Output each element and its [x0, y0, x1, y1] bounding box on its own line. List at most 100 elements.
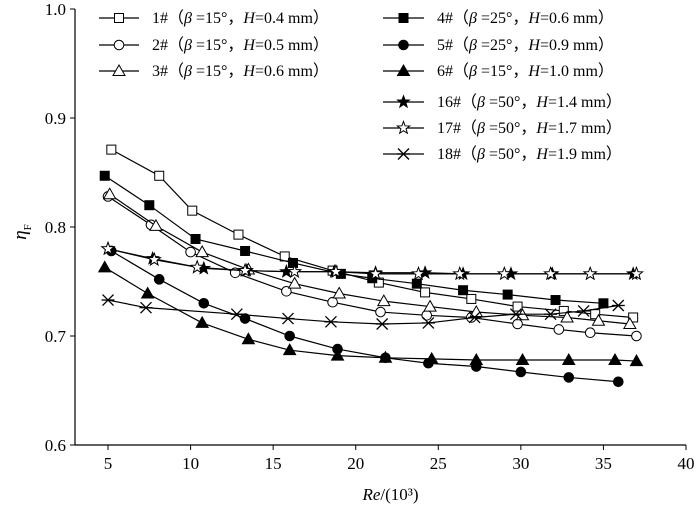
legend-beta-symbol: β [476, 94, 485, 111]
series-17-point [496, 265, 512, 281]
series-18-line [107, 299, 619, 325]
legend-h-value: =1.4 mm） [548, 93, 622, 111]
series-18-point [611, 299, 625, 312]
series-2-point [185, 246, 196, 258]
series-18-point [544, 308, 558, 321]
legend-id: 16#（ [437, 93, 477, 111]
series-6-point [629, 354, 644, 367]
series-17-point [189, 259, 205, 274]
series-1-point [558, 305, 569, 316]
series-17-point [628, 265, 645, 281]
series-4-point [144, 200, 155, 211]
legend-item-6-label: 6#（β =15°，H=1.0 mm） [437, 62, 614, 80]
legend-beta-value: =15°， [192, 37, 243, 54]
series-3-point [622, 317, 637, 330]
legend-beta-value: =50°， [485, 120, 536, 137]
series-1-point [420, 287, 431, 298]
series-2-point [281, 286, 292, 297]
legend-h-symbol: H [242, 37, 256, 54]
series-1-line [111, 149, 634, 319]
series-4-point [240, 245, 251, 256]
legend-item-16-marker [396, 94, 411, 109]
x-tick-label: 15 [265, 454, 282, 473]
legend-item-5: 5#（β =25°，H=0.9 mm） [383, 36, 614, 54]
x-tick-label: 5 [104, 454, 113, 473]
legend-h-symbol: H [527, 10, 541, 27]
legend-item-5-marker [398, 39, 409, 51]
legend-item-17: 17#（β =50°，H=1.7 mm） [383, 119, 622, 137]
legend-h-value: =1.7 mm） [548, 119, 622, 137]
series-3-point [195, 245, 210, 258]
legend-h-symbol: H [527, 63, 541, 80]
legend-beta-symbol: β [476, 120, 485, 137]
legend-beta-symbol: β [183, 10, 192, 27]
legend-beta-value: =25°， [477, 37, 528, 54]
series-3 [102, 187, 637, 330]
legend-beta-symbol: β [476, 146, 485, 163]
x-tick-label: 30 [512, 454, 529, 473]
legend-item-2: 2#（β =15°，H=0.5 mm） [99, 36, 329, 54]
legend-id: 5#（ [437, 36, 469, 54]
series-18-point [577, 304, 591, 317]
legend-h-symbol: H [242, 10, 256, 27]
x-tick-label: 35 [595, 454, 612, 473]
legend-id: 1#（ [152, 9, 184, 27]
series-1-point [512, 301, 523, 312]
series-1-point [628, 312, 639, 323]
series-1 [106, 144, 639, 323]
series-4-point [502, 289, 513, 300]
legend-item-2-marker [113, 39, 125, 51]
legend-id: 18#（ [437, 145, 477, 163]
series-3-point [149, 218, 163, 231]
y-tick-label: 1.0 [45, 0, 66, 19]
series-3-point [332, 286, 347, 299]
series-18-point [230, 308, 244, 321]
series-18 [101, 294, 625, 330]
series-2-point [375, 306, 386, 318]
legend-beta-symbol: β [468, 37, 477, 54]
series-4-line [104, 175, 604, 304]
legend: 1#（β =15°，H=0.4 mm）2#（β =15°，H=0.5 mm）3#… [99, 9, 622, 163]
legend-beta-symbol: β [468, 10, 477, 27]
series-17-point [452, 265, 468, 281]
series-3-point [560, 310, 574, 323]
series-2 [102, 191, 642, 342]
legend-h-value: =0.5 mm） [255, 36, 329, 54]
series-6-point [241, 332, 256, 345]
x-tick-label: 25 [430, 454, 447, 473]
series-18-point [375, 318, 389, 330]
legend-item-5-label: 5#（β =25°，H=0.9 mm） [437, 36, 614, 54]
legend-item-18: 18#（β =50°，H=1.9 mm） [383, 145, 622, 163]
legend-item-16-label: 16#（β =50°，H=1.4 mm） [437, 93, 622, 111]
series-4-point [411, 278, 422, 289]
legend-item-6: 6#（β =15°，H=1.0 mm） [383, 62, 614, 80]
legend-item-18-label: 18#（β =50°，H=1.9 mm） [437, 145, 622, 163]
series-6-point [282, 343, 297, 356]
series-4-point [550, 295, 561, 306]
series-17-point [328, 263, 344, 279]
y-tick-label: 0.8 [45, 218, 66, 237]
series-4-point [287, 257, 298, 268]
series-18-point [281, 312, 295, 325]
legend-item-2-label: 2#（β =15°，H=0.5 mm） [152, 36, 329, 54]
series-2-point [631, 330, 642, 342]
y-axis-title: ηF [10, 224, 34, 240]
series-2-point [512, 318, 523, 330]
series-6-point [424, 351, 439, 364]
series-6-point [561, 352, 576, 365]
legend-id: 6#（ [437, 62, 469, 80]
legend-id: 2#（ [152, 36, 184, 54]
x-tick-label: 10 [182, 454, 199, 473]
legend-h-value: =0.4 mm） [255, 9, 329, 27]
x-tick-label: 20 [347, 454, 364, 473]
series-6-point [195, 315, 210, 328]
x-axis-title-rest: /(10³) [380, 485, 418, 504]
legend-item-6-marker [396, 63, 411, 76]
series-1-point [106, 144, 117, 155]
legend-h-value: =0.6 mm） [540, 9, 614, 27]
series-6-point [378, 350, 393, 363]
legend-beta-value: =15°， [192, 10, 243, 27]
legend-h-value: =1.9 mm） [548, 145, 622, 163]
legend-item-1: 1#（β =15°，H=0.4 mm） [99, 9, 329, 27]
series-5-point [198, 298, 210, 309]
